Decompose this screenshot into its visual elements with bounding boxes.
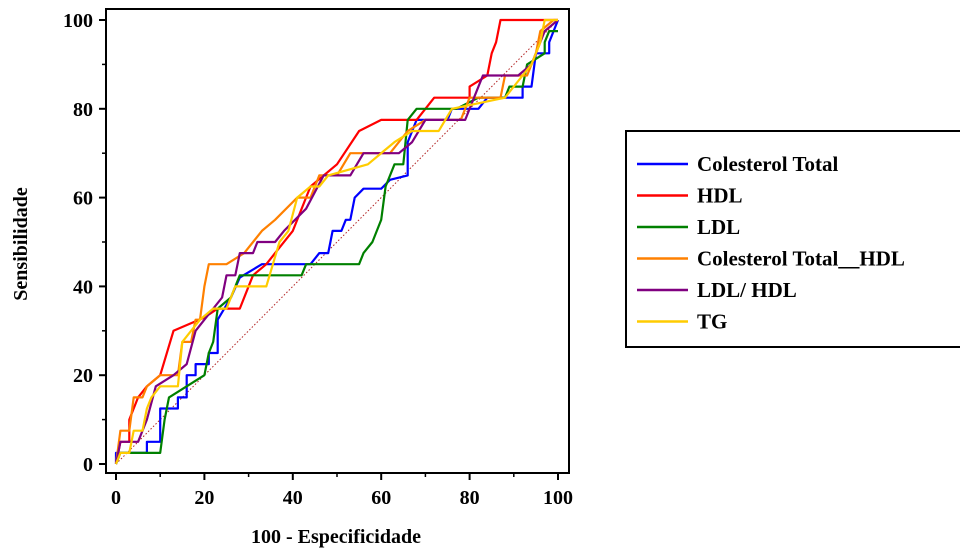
legend-label-1: Colesterol Total (697, 152, 839, 176)
y-tick-label: 20 (73, 365, 93, 387)
y-tick-label: 40 (73, 276, 93, 298)
y-tick-label: 60 (73, 188, 93, 210)
axes: 0 20 40 60 80 100 0 20 40 60 80 100 (63, 8, 573, 509)
legend: Colesterol Total HDL LDL Colesterol Total__… (625, 130, 960, 348)
x-tick-label: 80 (460, 487, 480, 509)
series-line-4 (114, 18, 558, 465)
y-tick-label: 80 (73, 99, 93, 121)
series-line-1 (114, 19, 560, 464)
series-line-2 (114, 18, 558, 465)
x-tick-label: 0 (111, 487, 121, 509)
reference-diagonal-line (115, 19, 559, 465)
x-tick-label: 20 (194, 487, 214, 509)
legend-label-2: HDL (697, 184, 743, 208)
y-tick-label: 0 (83, 454, 93, 476)
legend-label-4: Colesterol Total__HDL (697, 247, 905, 271)
series-line-6 (114, 18, 558, 465)
legend-label-3: LDL (697, 215, 740, 239)
series-line-3 (114, 30, 558, 465)
legend-label-6: TG (697, 310, 727, 334)
legend-label-5: LDL/ HDL (697, 278, 797, 302)
legend-box (625, 130, 960, 348)
y-axis-title: Sensibilidade (10, 187, 32, 301)
x-tick-label: 100 (543, 487, 573, 509)
plot-area (114, 18, 560, 465)
x-tick-label: 40 (283, 487, 303, 509)
series-line-5 (114, 19, 559, 465)
x-tick-label: 60 (371, 487, 391, 509)
y-tick-label: 100 (63, 10, 93, 32)
x-axis-title: 100 - Especificidade (251, 526, 421, 548)
